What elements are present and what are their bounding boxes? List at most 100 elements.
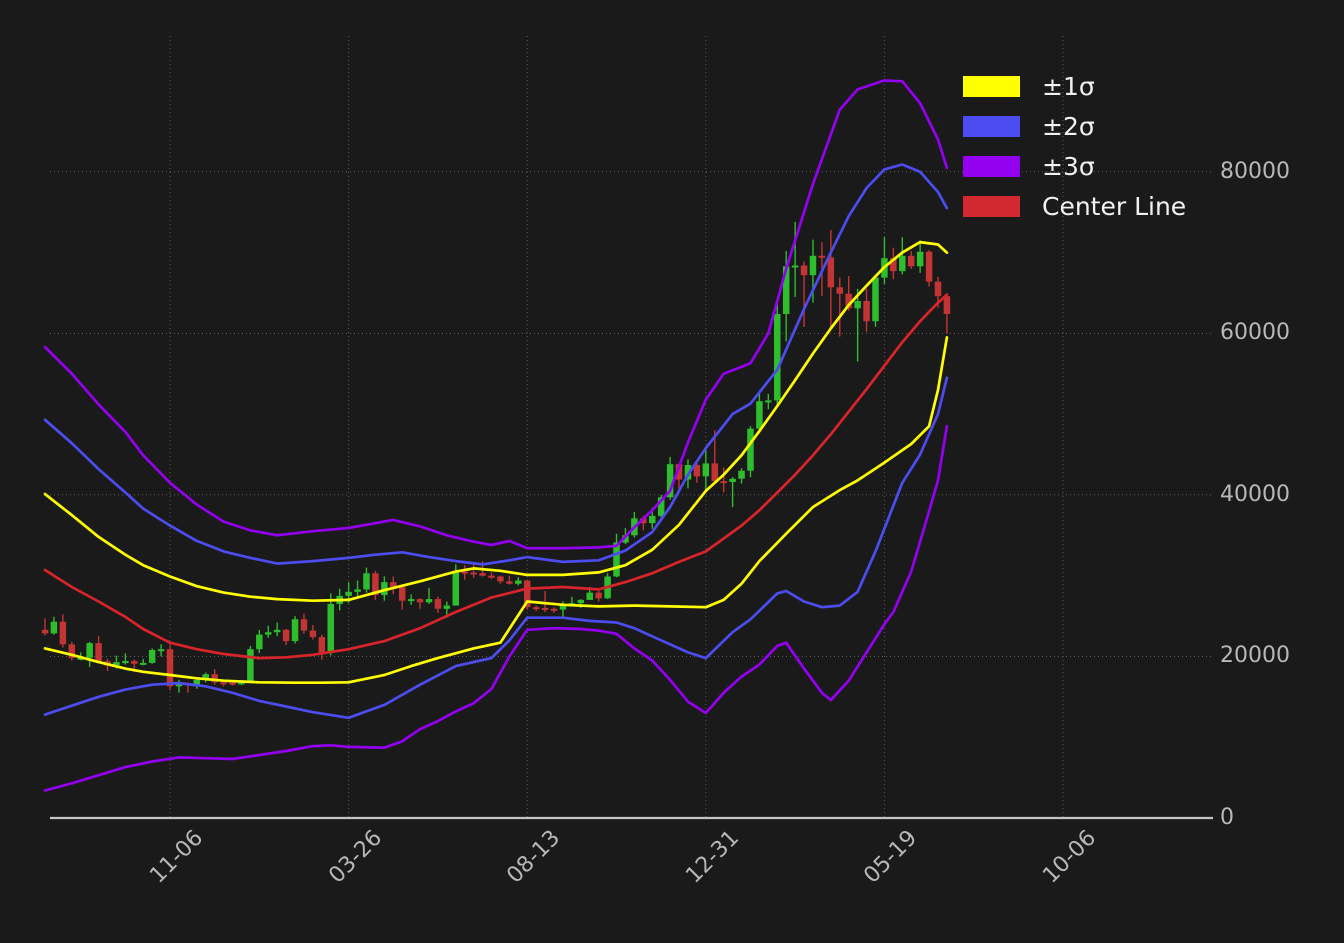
candle-body <box>541 607 549 610</box>
candle-body <box>68 644 76 659</box>
candle-body <box>863 301 870 322</box>
legend-swatch-1sigma <box>963 75 1020 97</box>
candle-body <box>41 629 49 634</box>
legend-item-2sigma: ±2σ <box>963 106 1186 146</box>
band-sigma1_lower <box>43 336 949 685</box>
legend-swatch-2sigma <box>963 115 1020 137</box>
candle-body <box>95 643 102 662</box>
candle-body <box>425 599 433 603</box>
candle-body <box>86 643 93 658</box>
candle-body <box>122 661 129 664</box>
candle-body <box>202 674 209 680</box>
y-tick-label: 40000 <box>1220 481 1290 507</box>
candle-body <box>586 592 593 600</box>
legend-label-center-line: Center Line <box>1042 191 1187 221</box>
candle-body <box>211 674 218 683</box>
candle-body <box>765 400 772 403</box>
legend-swatch-3sigma <box>963 155 1020 177</box>
legend-label-1sigma: ±1σ <box>1042 71 1095 101</box>
band-sigma2_upper <box>43 163 949 566</box>
candle-body <box>532 607 540 610</box>
candle-body <box>238 681 245 685</box>
candle-body <box>220 682 227 685</box>
candle-body <box>139 662 147 665</box>
candle-body <box>523 580 531 608</box>
band-center <box>43 293 949 660</box>
candle-body <box>854 301 861 309</box>
legend-swatch-center-line <box>963 195 1020 217</box>
y-tick-label: 0 <box>1220 805 1234 830</box>
candle-body <box>791 265 799 268</box>
candle-body <box>59 621 67 645</box>
candle-body <box>416 599 424 603</box>
y-tick-label: 80000 <box>1220 158 1290 184</box>
candle-body <box>515 580 522 584</box>
candle-body <box>309 630 317 638</box>
candle-body <box>934 281 942 297</box>
candle-body <box>131 661 138 664</box>
candle-body <box>666 464 674 498</box>
candle-body <box>711 463 718 482</box>
candle-body <box>559 603 567 610</box>
candle-body <box>693 465 701 477</box>
candle-body <box>657 497 665 516</box>
candle-body <box>256 634 263 650</box>
legend-item-center-line: Center Line <box>963 186 1186 226</box>
candle-body <box>684 465 692 480</box>
candle-body <box>836 287 844 294</box>
candle-body <box>157 649 165 652</box>
candle-body <box>613 542 620 577</box>
candle-body <box>247 649 254 682</box>
candle-body <box>148 649 156 663</box>
candle-body <box>291 619 299 642</box>
candle-body <box>265 632 272 635</box>
candle-body <box>113 662 120 666</box>
candle-body <box>675 464 683 480</box>
candle-body <box>845 293 852 309</box>
candle-body <box>175 683 183 687</box>
candle-body <box>497 576 504 582</box>
candle-body <box>756 401 763 429</box>
candle-body <box>720 481 727 484</box>
candle-body <box>327 603 335 653</box>
candle-body <box>872 277 879 322</box>
candle-body <box>381 582 388 596</box>
candle-body <box>273 629 281 633</box>
candle-body <box>488 575 495 578</box>
candle-body <box>461 571 468 574</box>
y-tick-label: 60000 <box>1220 320 1290 346</box>
candle-body <box>363 573 370 590</box>
candle-body <box>300 619 308 631</box>
candle-body <box>907 255 915 267</box>
candle-body <box>827 257 835 288</box>
candle-body <box>193 679 201 685</box>
candle-body <box>648 515 656 524</box>
candle-body <box>702 463 710 477</box>
candle-body <box>640 518 647 524</box>
candle-body <box>318 637 326 653</box>
legend-item-1sigma: ±1σ <box>963 66 1186 106</box>
candle-body <box>899 255 906 272</box>
candle-body <box>443 605 451 609</box>
candle-body <box>943 296 951 314</box>
candle-body <box>229 682 236 685</box>
candle-body <box>925 251 933 282</box>
candle-body <box>77 657 84 660</box>
candle-body <box>506 581 513 584</box>
candle-body <box>407 599 415 602</box>
candle-body <box>729 478 736 482</box>
candle-body <box>738 470 745 479</box>
candle-body <box>354 589 361 592</box>
legend-label-2sigma: ±2σ <box>1042 111 1095 141</box>
candle-body <box>890 258 897 272</box>
candle-body <box>622 535 629 543</box>
candle-body <box>916 251 924 267</box>
band-sigma3_lower <box>43 424 949 792</box>
legend-label-3sigma: ±3σ <box>1042 151 1095 181</box>
candle-body <box>166 649 174 687</box>
band-sigma1_upper <box>43 240 949 603</box>
candle-body <box>818 255 826 258</box>
candle-body <box>800 265 808 276</box>
candle-body <box>782 266 790 314</box>
